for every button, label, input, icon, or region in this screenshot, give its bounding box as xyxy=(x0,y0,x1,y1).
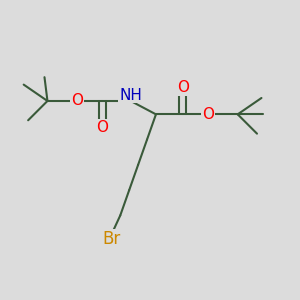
Text: O: O xyxy=(96,120,108,135)
Text: NH: NH xyxy=(119,88,142,103)
Text: Br: Br xyxy=(102,230,121,248)
Text: O: O xyxy=(71,94,83,109)
Text: O: O xyxy=(202,107,214,122)
Text: O: O xyxy=(177,80,189,95)
